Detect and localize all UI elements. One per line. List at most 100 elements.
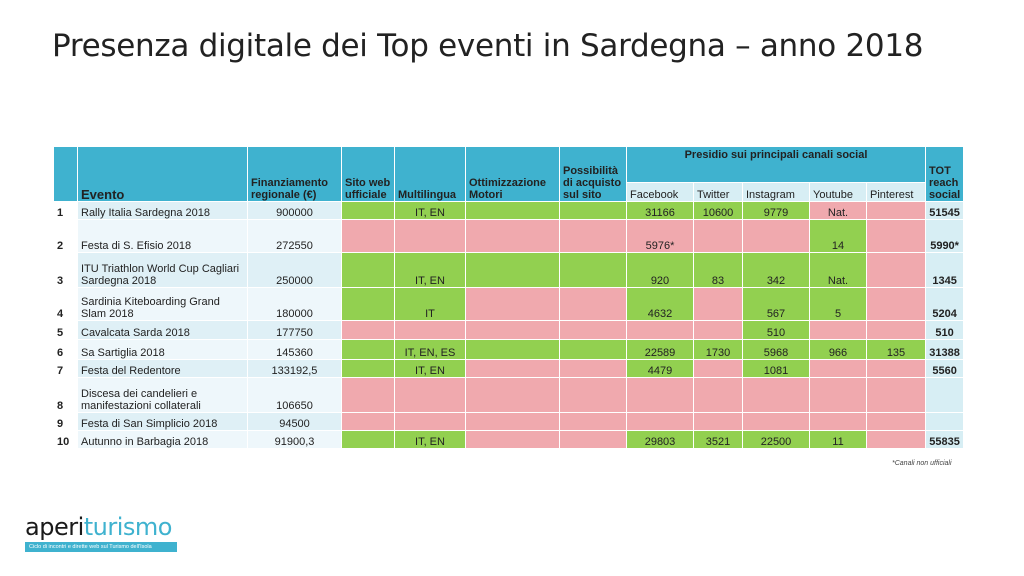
youtube-cell: [809, 359, 867, 378]
table-row: 6 Sa Sartiglia 2018 145360 IT, EN, ES 22…: [53, 339, 965, 360]
logo-part-turismo: turismo: [83, 513, 173, 541]
header-multilingua: Multilingua: [394, 146, 466, 202]
funding-cell: 900000: [247, 201, 342, 220]
table-row: 1 Rally Italia Sardegna 2018 900000 IT, …: [53, 201, 965, 220]
pinterest-cell: [866, 252, 926, 288]
facebook-cell: 31166: [626, 201, 694, 220]
seo-cell: [465, 287, 560, 321]
event-name: Sa Sartiglia 2018: [77, 339, 248, 360]
youtube-cell: 5: [809, 287, 867, 321]
header-youtube: Youtube: [809, 182, 867, 202]
purchase-cell: [559, 339, 627, 360]
multilingual-cell: IT, EN: [394, 359, 466, 378]
pinterest-cell: [866, 320, 926, 340]
twitter-cell: 1730: [693, 339, 743, 360]
header-twitter: Twitter: [693, 182, 743, 202]
total-reach-cell: [924, 412, 965, 431]
twitter-cell: [693, 412, 743, 431]
facebook-cell: 4632: [626, 287, 694, 321]
multilingual-cell: [394, 219, 466, 253]
pinterest-cell: [866, 359, 926, 378]
total-reach-cell: 5204: [924, 287, 965, 321]
row-number: 3: [53, 252, 78, 288]
seo-cell: [465, 201, 560, 220]
multilingual-cell: [394, 320, 466, 340]
twitter-cell: [693, 377, 743, 413]
seo-cell: [465, 339, 560, 360]
purchase-cell: [559, 287, 627, 321]
seo-cell: [465, 320, 560, 340]
row-number: 4: [53, 287, 78, 321]
funding-cell: 91900,3: [247, 430, 342, 449]
funding-cell: 180000: [247, 287, 342, 321]
header-evento: Evento: [77, 146, 248, 202]
youtube-cell: 966: [809, 339, 867, 360]
pinterest-cell: [866, 377, 926, 413]
pinterest-cell: [866, 430, 926, 449]
facebook-cell: 5976*: [626, 219, 694, 253]
instagram-cell: 567: [742, 287, 810, 321]
footnote: *Canali non ufficiali: [892, 460, 952, 467]
pinterest-cell: [866, 201, 926, 220]
row-number: 1: [53, 201, 78, 220]
total-reach-cell: 51545: [924, 201, 965, 220]
seo-cell: [465, 412, 560, 431]
header-ottimizzazione: Ottimizzazione Motori: [465, 146, 560, 202]
multilingual-cell: [394, 377, 466, 413]
multilingual-cell: [394, 412, 466, 431]
event-name: ITU Triathlon World Cup Cagliari Sardegn…: [77, 252, 248, 288]
pinterest-cell: [866, 412, 926, 431]
slide-title: Presenza digitale dei Top eventi in Sard…: [52, 28, 924, 64]
instagram-cell: [742, 412, 810, 431]
instagram-cell: 9779: [742, 201, 810, 220]
website-cell: [341, 430, 395, 449]
twitter-cell: 83: [693, 252, 743, 288]
website-cell: [341, 339, 395, 360]
funding-cell: 177750: [247, 320, 342, 340]
purchase-cell: [559, 201, 627, 220]
header-possibilita: Possibilità di acquisto sul sito: [559, 146, 627, 202]
multilingual-cell: IT, EN: [394, 252, 466, 288]
funding-cell: 94500: [247, 412, 342, 431]
youtube-cell: 11: [809, 430, 867, 449]
event-name: Cavalcata Sarda 2018: [77, 320, 248, 340]
youtube-cell: Nat.: [809, 252, 867, 288]
facebook-cell: [626, 377, 694, 413]
seo-cell: [465, 219, 560, 253]
header-facebook: Facebook: [626, 182, 694, 202]
youtube-cell: Nat.: [809, 201, 867, 220]
facebook-cell: 920: [626, 252, 694, 288]
seo-cell: [465, 252, 560, 288]
website-cell: [341, 252, 395, 288]
purchase-cell: [559, 320, 627, 340]
header-presidio: Presidio sui principali canali social: [626, 146, 926, 183]
twitter-cell: [693, 359, 743, 378]
purchase-cell: [559, 412, 627, 431]
facebook-cell: 22589: [626, 339, 694, 360]
purchase-cell: [559, 430, 627, 449]
pinterest-cell: [866, 287, 926, 321]
twitter-cell: [693, 320, 743, 340]
table-row: 4 Sardinia Kiteboarding Grand Slam 2018 …: [53, 287, 965, 321]
total-reach-cell: 5990*: [924, 219, 965, 253]
total-reach-cell: 31388: [924, 339, 965, 360]
youtube-cell: 14: [809, 219, 867, 253]
website-cell: [341, 359, 395, 378]
seo-cell: [465, 359, 560, 378]
total-reach-cell: 1345: [924, 252, 965, 288]
multilingual-cell: IT, EN: [394, 201, 466, 220]
table-row: 10 Autunno in Barbagia 2018 91900,3 IT, …: [53, 430, 965, 449]
funding-cell: 272550: [247, 219, 342, 253]
total-reach-cell: 5560: [924, 359, 965, 378]
instagram-cell: 342: [742, 252, 810, 288]
funding-cell: 106650: [247, 377, 342, 413]
instagram-cell: 510: [742, 320, 810, 340]
multilingual-cell: IT, EN, ES: [394, 339, 466, 360]
youtube-cell: [809, 412, 867, 431]
website-cell: [341, 219, 395, 253]
website-cell: [341, 412, 395, 431]
total-reach-cell: 510: [924, 320, 965, 340]
row-number: 7: [53, 359, 78, 378]
row-number: 2: [53, 219, 78, 253]
header-pinterest: Pinterest: [866, 182, 926, 202]
